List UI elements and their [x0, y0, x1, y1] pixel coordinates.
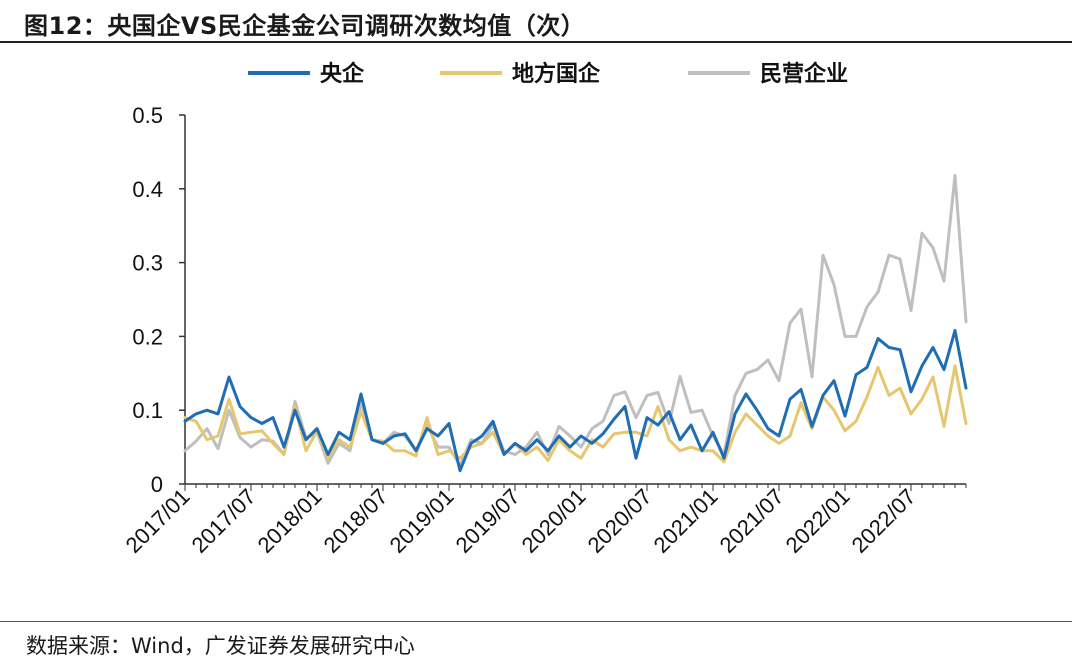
x-tick-label: 2017/07 — [187, 484, 261, 558]
axes: 00.10.20.30.40.52017/012017/072018/01201… — [121, 103, 967, 558]
legend-label: 地方国企 — [512, 61, 601, 87]
x-tick-label: 2018/07 — [319, 484, 393, 558]
x-tick-label: 2022/01 — [781, 484, 855, 558]
x-tick-label: 2018/01 — [253, 484, 327, 558]
x-tick-label: 2022/07 — [847, 484, 921, 558]
x-tick-label: 2019/07 — [451, 484, 525, 558]
title-rule — [0, 41, 1072, 43]
series-line-1 — [183, 329, 968, 473]
series-line-2 — [183, 364, 968, 464]
y-tick-label: 0.5 — [132, 103, 163, 128]
y-tick-label: 0.1 — [132, 398, 163, 423]
x-tick-label: 2019/01 — [385, 484, 459, 558]
x-tick-label: 2021/01 — [649, 484, 723, 558]
legend-label: 央企 — [320, 61, 365, 87]
chart-title: 图12：央国企VS民企基金公司调研次数均值（次） — [24, 12, 586, 40]
series-lines — [183, 174, 968, 473]
x-tick-label: 2020/01 — [517, 484, 591, 558]
legend: 央企 地方国企 民营企业 — [248, 61, 848, 87]
series-line-3 — [183, 174, 968, 468]
footer-rule — [0, 621, 1072, 622]
y-tick-label: 0.3 — [132, 251, 163, 276]
y-tick-label: 0.2 — [132, 324, 163, 349]
source-note: 数据来源：Wind，广发证券发展研究中心 — [26, 634, 415, 658]
legend-label: 民营企业 — [760, 61, 848, 87]
y-tick-label: 0 — [151, 472, 163, 497]
x-tick-label: 2020/07 — [583, 484, 657, 558]
y-tick-label: 0.4 — [132, 177, 163, 202]
x-tick-label: 2021/07 — [715, 484, 789, 558]
